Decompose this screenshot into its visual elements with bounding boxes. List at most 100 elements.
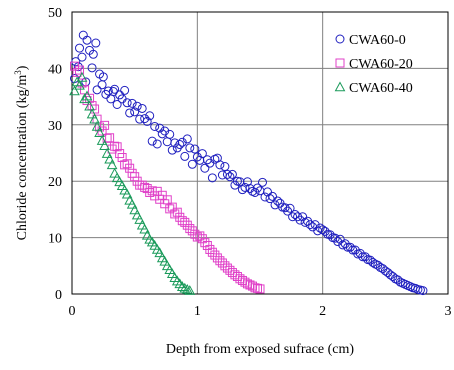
data-point-circle	[170, 138, 180, 148]
data-point-circle	[320, 226, 330, 236]
legend-marker-square	[335, 58, 345, 68]
data-point-triangle	[99, 140, 110, 150]
data-point-square	[192, 232, 202, 242]
data-point-triangle	[81, 90, 93, 101]
data-point-triangle	[134, 214, 146, 224]
data-point-circle	[165, 129, 175, 139]
data-point-square	[212, 253, 222, 263]
data-point-triangle	[89, 113, 100, 124]
data-point-circle	[132, 101, 142, 111]
data-point-circle	[345, 242, 355, 252]
plot-area-frame	[71, 11, 449, 295]
data-point-square	[187, 226, 197, 236]
data-point-triangle	[101, 148, 113, 158]
data-point-circle	[383, 268, 393, 278]
data-point-circle	[197, 149, 207, 159]
data-point-circle	[260, 192, 270, 202]
data-point-square	[210, 250, 220, 260]
data-point-square	[120, 160, 130, 170]
data-point-circle	[112, 99, 122, 109]
data-point-triangle	[91, 120, 103, 131]
data-point-triangle	[176, 281, 188, 291]
data-point-square	[255, 284, 265, 294]
data-point-triangle	[94, 127, 105, 137]
data-point-square	[150, 191, 160, 201]
y-tick-label: 50	[48, 6, 62, 21]
data-point-circle	[88, 49, 98, 59]
data-point-square	[177, 216, 187, 226]
data-point-square	[122, 159, 132, 169]
data-point-circle	[125, 108, 135, 118]
data-point-square	[167, 202, 177, 212]
data-point-circle	[92, 85, 102, 95]
y-tick-label: 40	[48, 62, 62, 77]
data-point-circle	[190, 144, 200, 154]
legend-label: CWA60-40	[349, 81, 413, 96]
data-point-triangle	[76, 71, 88, 82]
data-point-square	[100, 120, 110, 130]
data-point-triangle	[109, 167, 120, 178]
data-point-triangle	[104, 153, 115, 164]
data-point-circle	[393, 275, 403, 285]
data-point-circle	[343, 242, 353, 252]
data-point-circle	[308, 222, 318, 232]
data-point-circle	[220, 162, 230, 172]
data-point-circle	[180, 151, 190, 161]
data-point-circle	[227, 169, 237, 179]
data-point-square	[147, 186, 157, 196]
data-point-circle	[288, 212, 298, 222]
data-point-circle	[298, 212, 308, 222]
data-point-square	[185, 224, 195, 234]
data-point-circle	[150, 121, 160, 131]
x-tick-label: 3	[445, 304, 452, 319]
data-point-square	[117, 153, 127, 163]
data-point-circle	[145, 111, 155, 121]
data-point-circle	[130, 107, 140, 117]
data-point-circle	[240, 182, 250, 192]
data-point-square	[125, 163, 135, 173]
series-CWA60-40	[69, 71, 196, 295]
data-point-circle	[335, 234, 345, 244]
data-point-square	[170, 209, 180, 219]
data-point-square	[90, 104, 100, 114]
y-axis-label-superscript: 3	[13, 70, 23, 75]
data-point-circle	[75, 43, 85, 53]
data-point-circle	[142, 116, 152, 126]
data-point-square	[190, 229, 200, 239]
data-point-square	[75, 65, 85, 75]
data-point-square	[175, 212, 185, 222]
data-point-triangle	[69, 85, 80, 96]
data-point-square	[205, 244, 215, 254]
x-tick-label: 2	[319, 304, 326, 319]
data-point-circle	[200, 163, 210, 173]
y-axis-label-main: Chloride concentration (kg/m	[15, 75, 30, 241]
legend-marker-circle	[335, 34, 345, 44]
x-tick-label: 0	[69, 304, 76, 319]
y-axis-label: Chloride concentration (kg/m3)	[13, 65, 30, 240]
y-tick-label: 0	[55, 288, 62, 303]
data-point-square	[82, 96, 92, 106]
data-point-circle	[122, 98, 132, 108]
data-point-square	[220, 261, 230, 271]
data-point-circle	[140, 114, 150, 124]
data-points	[69, 30, 428, 296]
data-point-square	[237, 275, 247, 285]
data-point-circle	[258, 177, 268, 187]
series-CWA60-0	[70, 30, 428, 296]
data-point-triangle	[154, 247, 166, 258]
data-point-circle	[137, 103, 147, 113]
data-point-circle	[368, 257, 378, 267]
data-point-triangle	[106, 159, 118, 170]
legend: CWA60-0 CWA60-20 CWA60-40	[334, 33, 413, 96]
data-point-circle	[215, 160, 225, 170]
data-point-square	[110, 141, 120, 151]
y-axis-label-close: )	[15, 65, 30, 70]
data-point-circle	[103, 86, 113, 96]
data-point-circle	[325, 230, 335, 240]
y-tick-label: 20	[48, 175, 62, 190]
data-point-square	[225, 265, 235, 275]
data-point-circle	[360, 252, 370, 262]
data-point-triangle	[96, 135, 108, 145]
